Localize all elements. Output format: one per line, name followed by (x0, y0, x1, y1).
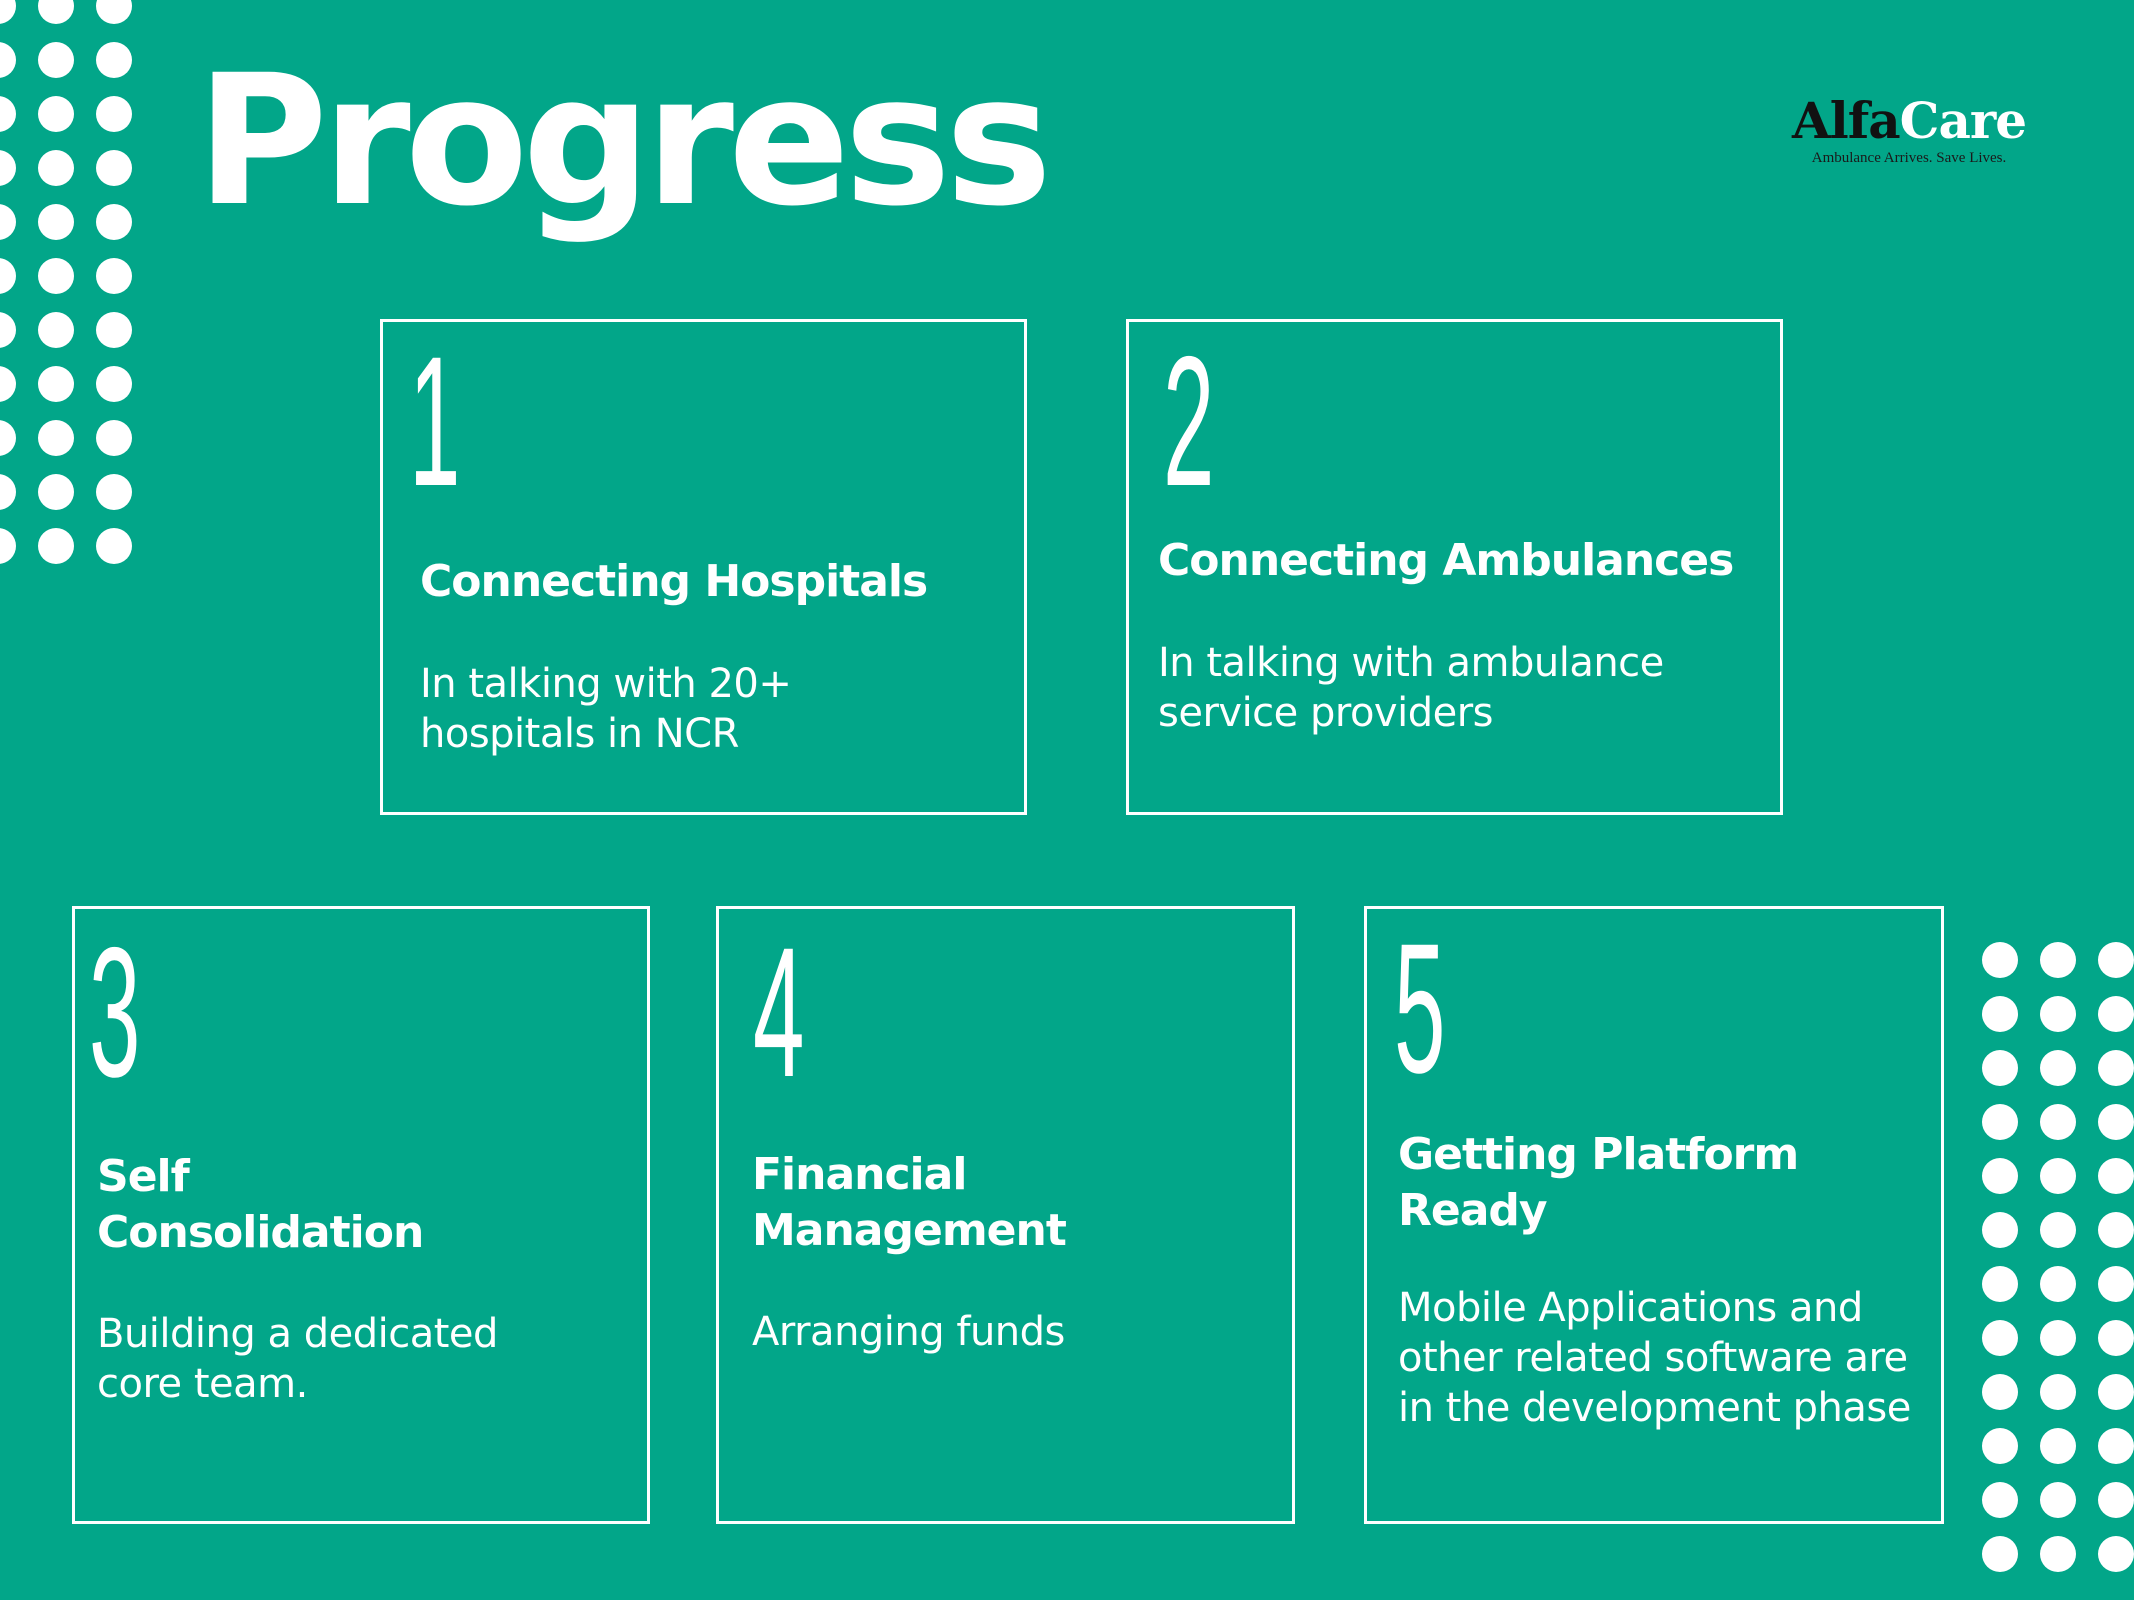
card-description: Building a dedicated core team. (97, 1311, 498, 1407)
dot (0, 258, 16, 294)
dot (0, 366, 16, 402)
dot (2040, 1536, 2076, 1572)
dot (2098, 1050, 2134, 1086)
progress-card-1: 1 Connecting Hospitals In talking with 2… (380, 319, 1027, 815)
dot (0, 0, 16, 24)
dot (2040, 1158, 2076, 1194)
dot (2040, 1320, 2076, 1356)
dot (96, 150, 132, 186)
dot (2040, 1212, 2076, 1248)
logo-name-part2: Care (1899, 91, 2027, 150)
dot (0, 528, 16, 564)
dot (0, 150, 16, 186)
dot (96, 0, 132, 24)
dot (96, 42, 132, 78)
dot (2098, 1536, 2134, 1572)
dot (96, 474, 132, 510)
dot (1982, 1050, 2018, 1086)
dot (2040, 942, 2076, 978)
card-number: 5 (1394, 906, 1446, 1112)
logo-name-part1: Alfa (1791, 91, 1901, 150)
card-title: Financial Management (752, 1149, 1067, 1256)
dot (2040, 1428, 2076, 1464)
dot (2040, 996, 2076, 1032)
progress-card-2: 2 Connecting Ambulances In talking with … (1126, 319, 1783, 815)
dot (0, 96, 16, 132)
logo-tagline: Ambulance Arrives. Save Lives. (1811, 150, 2007, 166)
dot (1982, 1212, 2018, 1248)
dot (38, 0, 74, 24)
dot (1982, 996, 2018, 1032)
dot (1982, 1374, 2018, 1410)
dot (2098, 1374, 2134, 1410)
dot (2040, 1482, 2076, 1518)
card-description: Arranging funds (752, 1309, 1065, 1355)
card-title: Getting Platform Ready (1398, 1129, 1799, 1236)
progress-card-3: 3 Self Consolidation Building a dedicate… (72, 906, 650, 1524)
dot (1982, 1158, 2018, 1194)
dot (2098, 1212, 2134, 1248)
dot (38, 528, 74, 564)
page-title: Progress (196, 37, 1052, 246)
dot (38, 474, 74, 510)
dot (2098, 1158, 2134, 1194)
decorative-dots-right (1982, 942, 2134, 1572)
dot (2098, 1320, 2134, 1356)
card-description: In talking with 20+ hospitals in NCR (420, 661, 792, 757)
dot (1982, 1104, 2018, 1140)
card-number: 4 (753, 910, 805, 1116)
dot (0, 42, 16, 78)
dot (2098, 1482, 2134, 1518)
dot (96, 312, 132, 348)
dot (1982, 1482, 2018, 1518)
dot (96, 258, 132, 294)
card-title: Connecting Ambulances (1158, 535, 1734, 586)
dot (1982, 942, 2018, 978)
card-title: Self Consolidation (97, 1151, 424, 1258)
dot (2098, 942, 2134, 978)
card-description: In talking with ambulance service provid… (1158, 640, 1664, 736)
dot (96, 366, 132, 402)
dot (2040, 1266, 2076, 1302)
card-number: 1 (409, 319, 461, 525)
dot (0, 420, 16, 456)
dot (2098, 996, 2134, 1032)
dot (2040, 1104, 2076, 1140)
dot (38, 204, 74, 240)
dot (0, 474, 16, 510)
dot (96, 528, 132, 564)
logo-wordmark: AlfaCare (1784, 96, 2034, 146)
dot (2098, 1104, 2134, 1140)
dot (38, 96, 74, 132)
dot (38, 42, 74, 78)
decorative-dots-left (0, 0, 132, 564)
alfacare-logo: AlfaCare Ambulance Arrives. Save Lives. (1784, 96, 2034, 167)
dot (2098, 1266, 2134, 1302)
card-number: 3 (89, 910, 141, 1116)
dot (96, 96, 132, 132)
dot (0, 312, 16, 348)
dot (96, 204, 132, 240)
dot (1982, 1266, 2018, 1302)
dot (38, 150, 74, 186)
dot (0, 204, 16, 240)
card-description: Mobile Applications and other related so… (1398, 1285, 1911, 1431)
progress-card-5: 5 Getting Platform Ready Mobile Applicat… (1364, 906, 1944, 1524)
dot (2040, 1374, 2076, 1410)
dot (2098, 1428, 2134, 1464)
card-number: 2 (1163, 319, 1215, 525)
dot (38, 366, 74, 402)
dot (1982, 1428, 2018, 1464)
dot (38, 312, 74, 348)
dot (38, 258, 74, 294)
dot (38, 420, 74, 456)
dot (1982, 1536, 2018, 1572)
dot (96, 420, 132, 456)
dot (2040, 1050, 2076, 1086)
dot (1982, 1320, 2018, 1356)
progress-card-4: 4 Financial Management Arranging funds (716, 906, 1295, 1524)
card-title: Connecting Hospitals (420, 556, 928, 607)
